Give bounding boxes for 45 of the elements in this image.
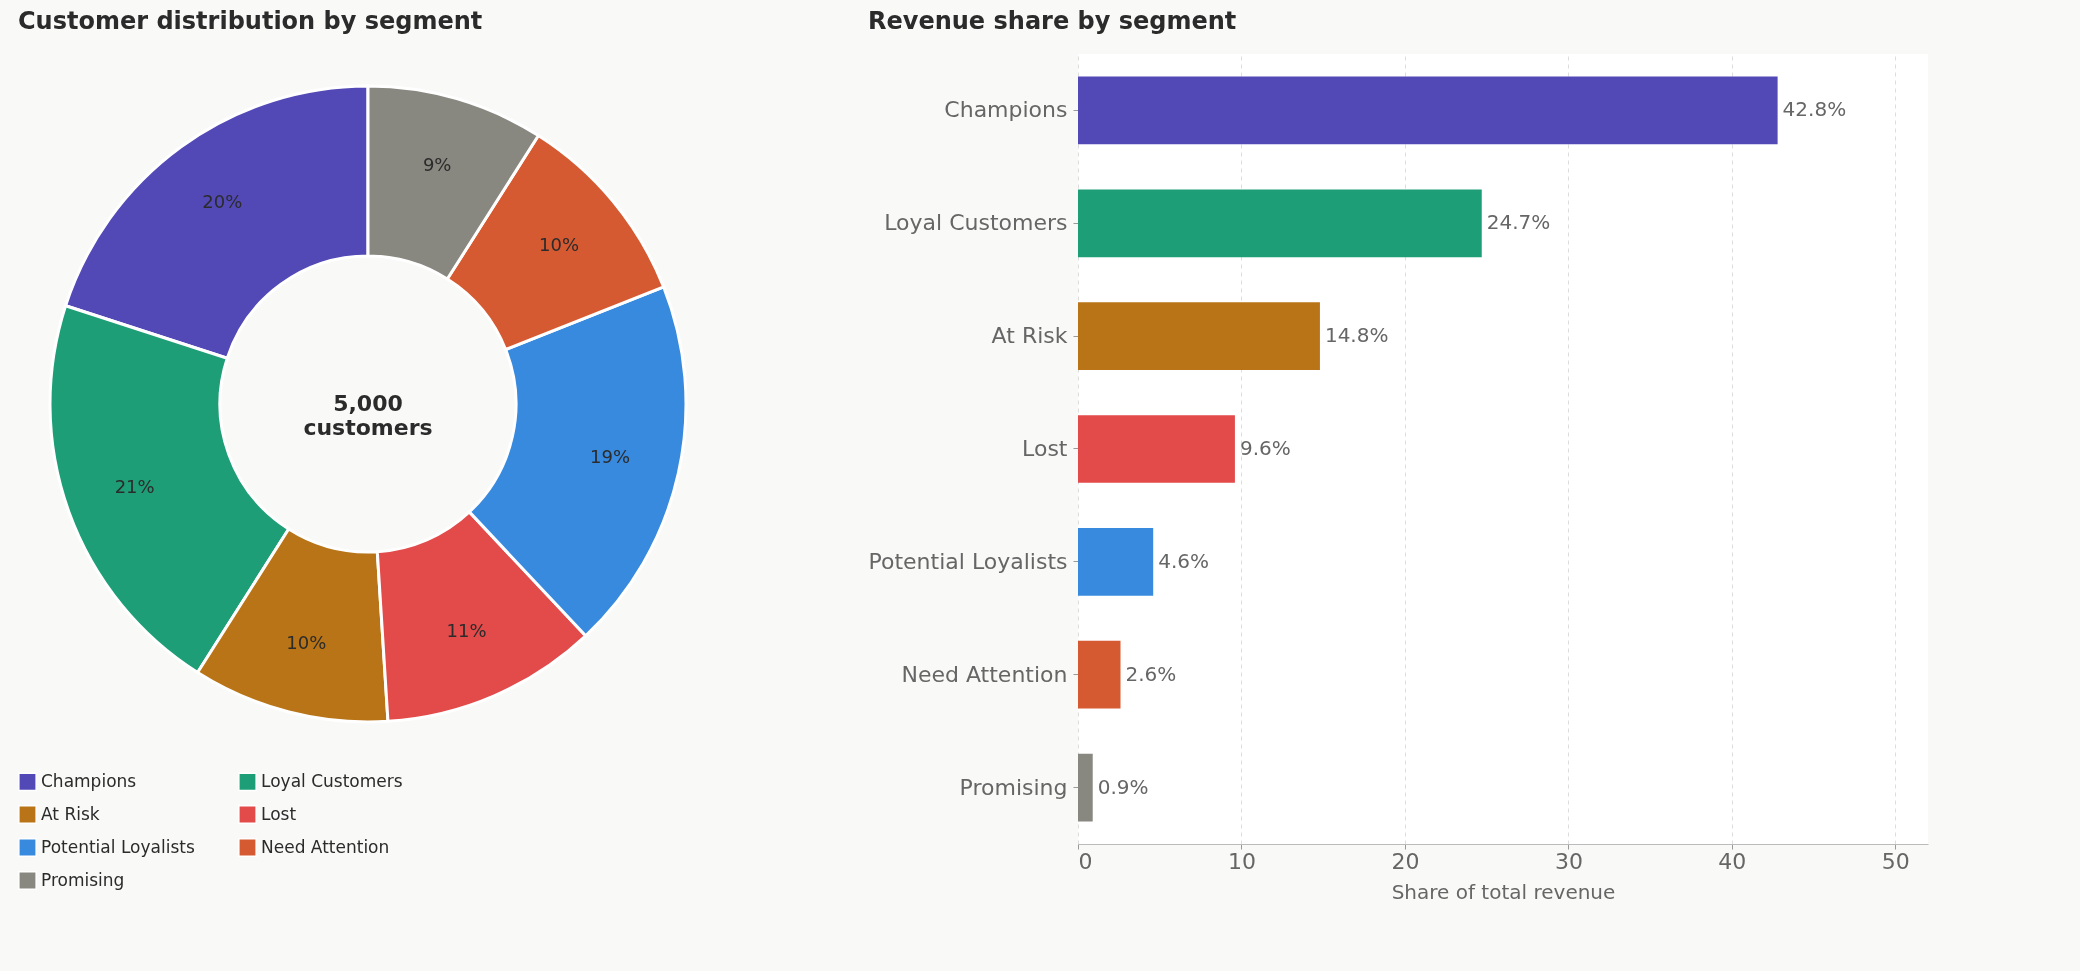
- y-tick-label: Lost: [1022, 436, 1068, 461]
- data-label: 9.6%: [1239, 436, 1291, 460]
- legend-label: At Risk: [41, 803, 100, 824]
- chart-title: Customer distribution by segment: [18, 7, 483, 35]
- data-label: 20%: [202, 191, 243, 213]
- data-label: 21%: [114, 476, 155, 498]
- legend-label: Potential Loyalists: [41, 836, 195, 857]
- legend-label: Promising: [41, 869, 125, 890]
- data-label: 9%: [422, 153, 452, 175]
- legend-label: Need Attention: [261, 836, 390, 857]
- text: 5,000 customers: [303, 391, 433, 440]
- data-label: 0.9%: [1097, 774, 1149, 799]
- chart-title: Revenue share by segment: [868, 7, 1237, 35]
- data-label: 14.8%: [1324, 323, 1389, 348]
- bar: [1078, 753, 1093, 822]
- x-tick-label: 20: [1391, 848, 1420, 874]
- bar: [1078, 76, 1778, 145]
- data-label: 10%: [539, 233, 580, 255]
- data-label: 11%: [446, 619, 487, 641]
- data-label: 19%: [590, 446, 631, 468]
- y-tick-label: Loyal Customers: [884, 210, 1068, 236]
- data-label: 42.8%: [1782, 97, 1847, 122]
- y-tick-label: Need Attention: [901, 661, 1068, 687]
- data-label: 2.6%: [1125, 661, 1177, 686]
- bar: [1078, 415, 1235, 483]
- x-tick-label: 30: [1554, 848, 1583, 874]
- y-tick-label: Promising: [959, 774, 1068, 800]
- legend-label: Champions: [41, 770, 137, 791]
- x-tick-label: 40: [1718, 848, 1747, 874]
- legend-label: Lost: [261, 803, 297, 824]
- x-axis-title: Share of total revenue: [1391, 879, 1616, 904]
- data-label: 10%: [286, 632, 327, 654]
- bar: [1078, 302, 1320, 370]
- y-tick-label: At Risk: [991, 323, 1068, 349]
- x-tick-label: 50: [1881, 848, 1910, 874]
- data-label: 4.6%: [1158, 548, 1209, 573]
- data-label: 24.7%: [1486, 210, 1551, 235]
- y-tick-label: Champions: [944, 97, 1068, 123]
- x-tick-label: 10: [1227, 848, 1256, 874]
- y-tick-label: Potential Loyalists: [868, 548, 1068, 574]
- bar: [1078, 640, 1121, 709]
- legend-label: Loyal Customers: [261, 770, 403, 791]
- x-tick-label: 0: [1078, 848, 1093, 874]
- bar: [1078, 528, 1154, 596]
- bar: [1078, 189, 1482, 258]
